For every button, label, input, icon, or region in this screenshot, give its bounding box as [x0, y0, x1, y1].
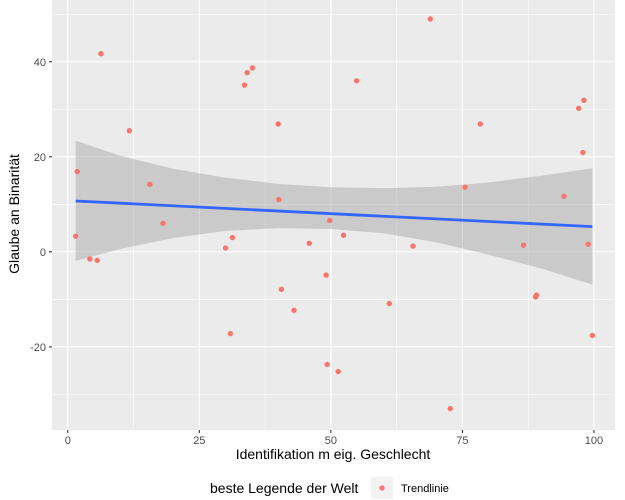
data-point [327, 217, 333, 224]
x-axis-title: Identifikation m eig. Geschlecht [236, 446, 431, 462]
data-point [229, 234, 236, 241]
data-point [533, 292, 540, 298]
data-point [477, 121, 484, 127]
data-point [94, 257, 100, 264]
legend-key-point [379, 485, 385, 491]
data-point [249, 65, 256, 71]
y-axis-ticks: -20 0 20 40 [30, 57, 52, 354]
x-tick-label: 0 [65, 435, 71, 447]
y-tick-label: 20 [34, 152, 46, 164]
x-axis-ticks: 0 25 50 75 100 [65, 430, 603, 447]
data-point [74, 168, 80, 175]
data-point [335, 368, 341, 375]
y-tick-label: -20 [30, 342, 46, 354]
x-tick-label: 75 [456, 435, 468, 447]
data-point [561, 193, 567, 199]
data-point [462, 184, 468, 190]
data-point [353, 78, 360, 84]
data-point [324, 361, 330, 368]
data-point [410, 243, 416, 249]
data-point [98, 50, 104, 57]
major-gridlines [52, 0, 615, 430]
x-tick-label: 25 [193, 435, 205, 447]
data-point [581, 97, 587, 103]
data-point [72, 233, 79, 239]
data-point [276, 196, 282, 203]
y-tick-label: 40 [34, 57, 46, 69]
y-tick-label: 0 [40, 247, 46, 259]
data-point [585, 241, 591, 247]
data-point [589, 332, 596, 339]
data-point [241, 82, 248, 88]
data-point [87, 256, 93, 262]
data-point [291, 307, 297, 313]
data-point [222, 245, 229, 251]
data-point [126, 127, 133, 134]
x-tick-label: 50 [325, 435, 337, 447]
data-point [580, 149, 586, 156]
minor-gridlines [52, 0, 615, 430]
data-point [160, 220, 166, 227]
data-point [306, 240, 312, 246]
legend: beste Legende der Welt Trendlinie [210, 477, 449, 499]
data-point [275, 121, 281, 127]
data-point [427, 16, 434, 22]
data-point [244, 69, 250, 76]
data-point [386, 300, 392, 307]
data-point [323, 272, 329, 278]
data-point [520, 242, 527, 248]
legend-title: beste Legende der Welt [210, 480, 359, 496]
x-tick-label: 100 [585, 435, 603, 447]
data-point [278, 286, 285, 293]
data-point [340, 232, 347, 238]
data-points [72, 16, 596, 412]
y-axis-title: Glaube an Binarität [6, 154, 22, 274]
data-point [575, 105, 582, 112]
data-point [227, 330, 234, 337]
data-point [447, 405, 454, 412]
legend-label-trendlinie: Trendlinie [401, 483, 449, 495]
data-point [147, 181, 153, 188]
trend-line [75, 199, 593, 229]
